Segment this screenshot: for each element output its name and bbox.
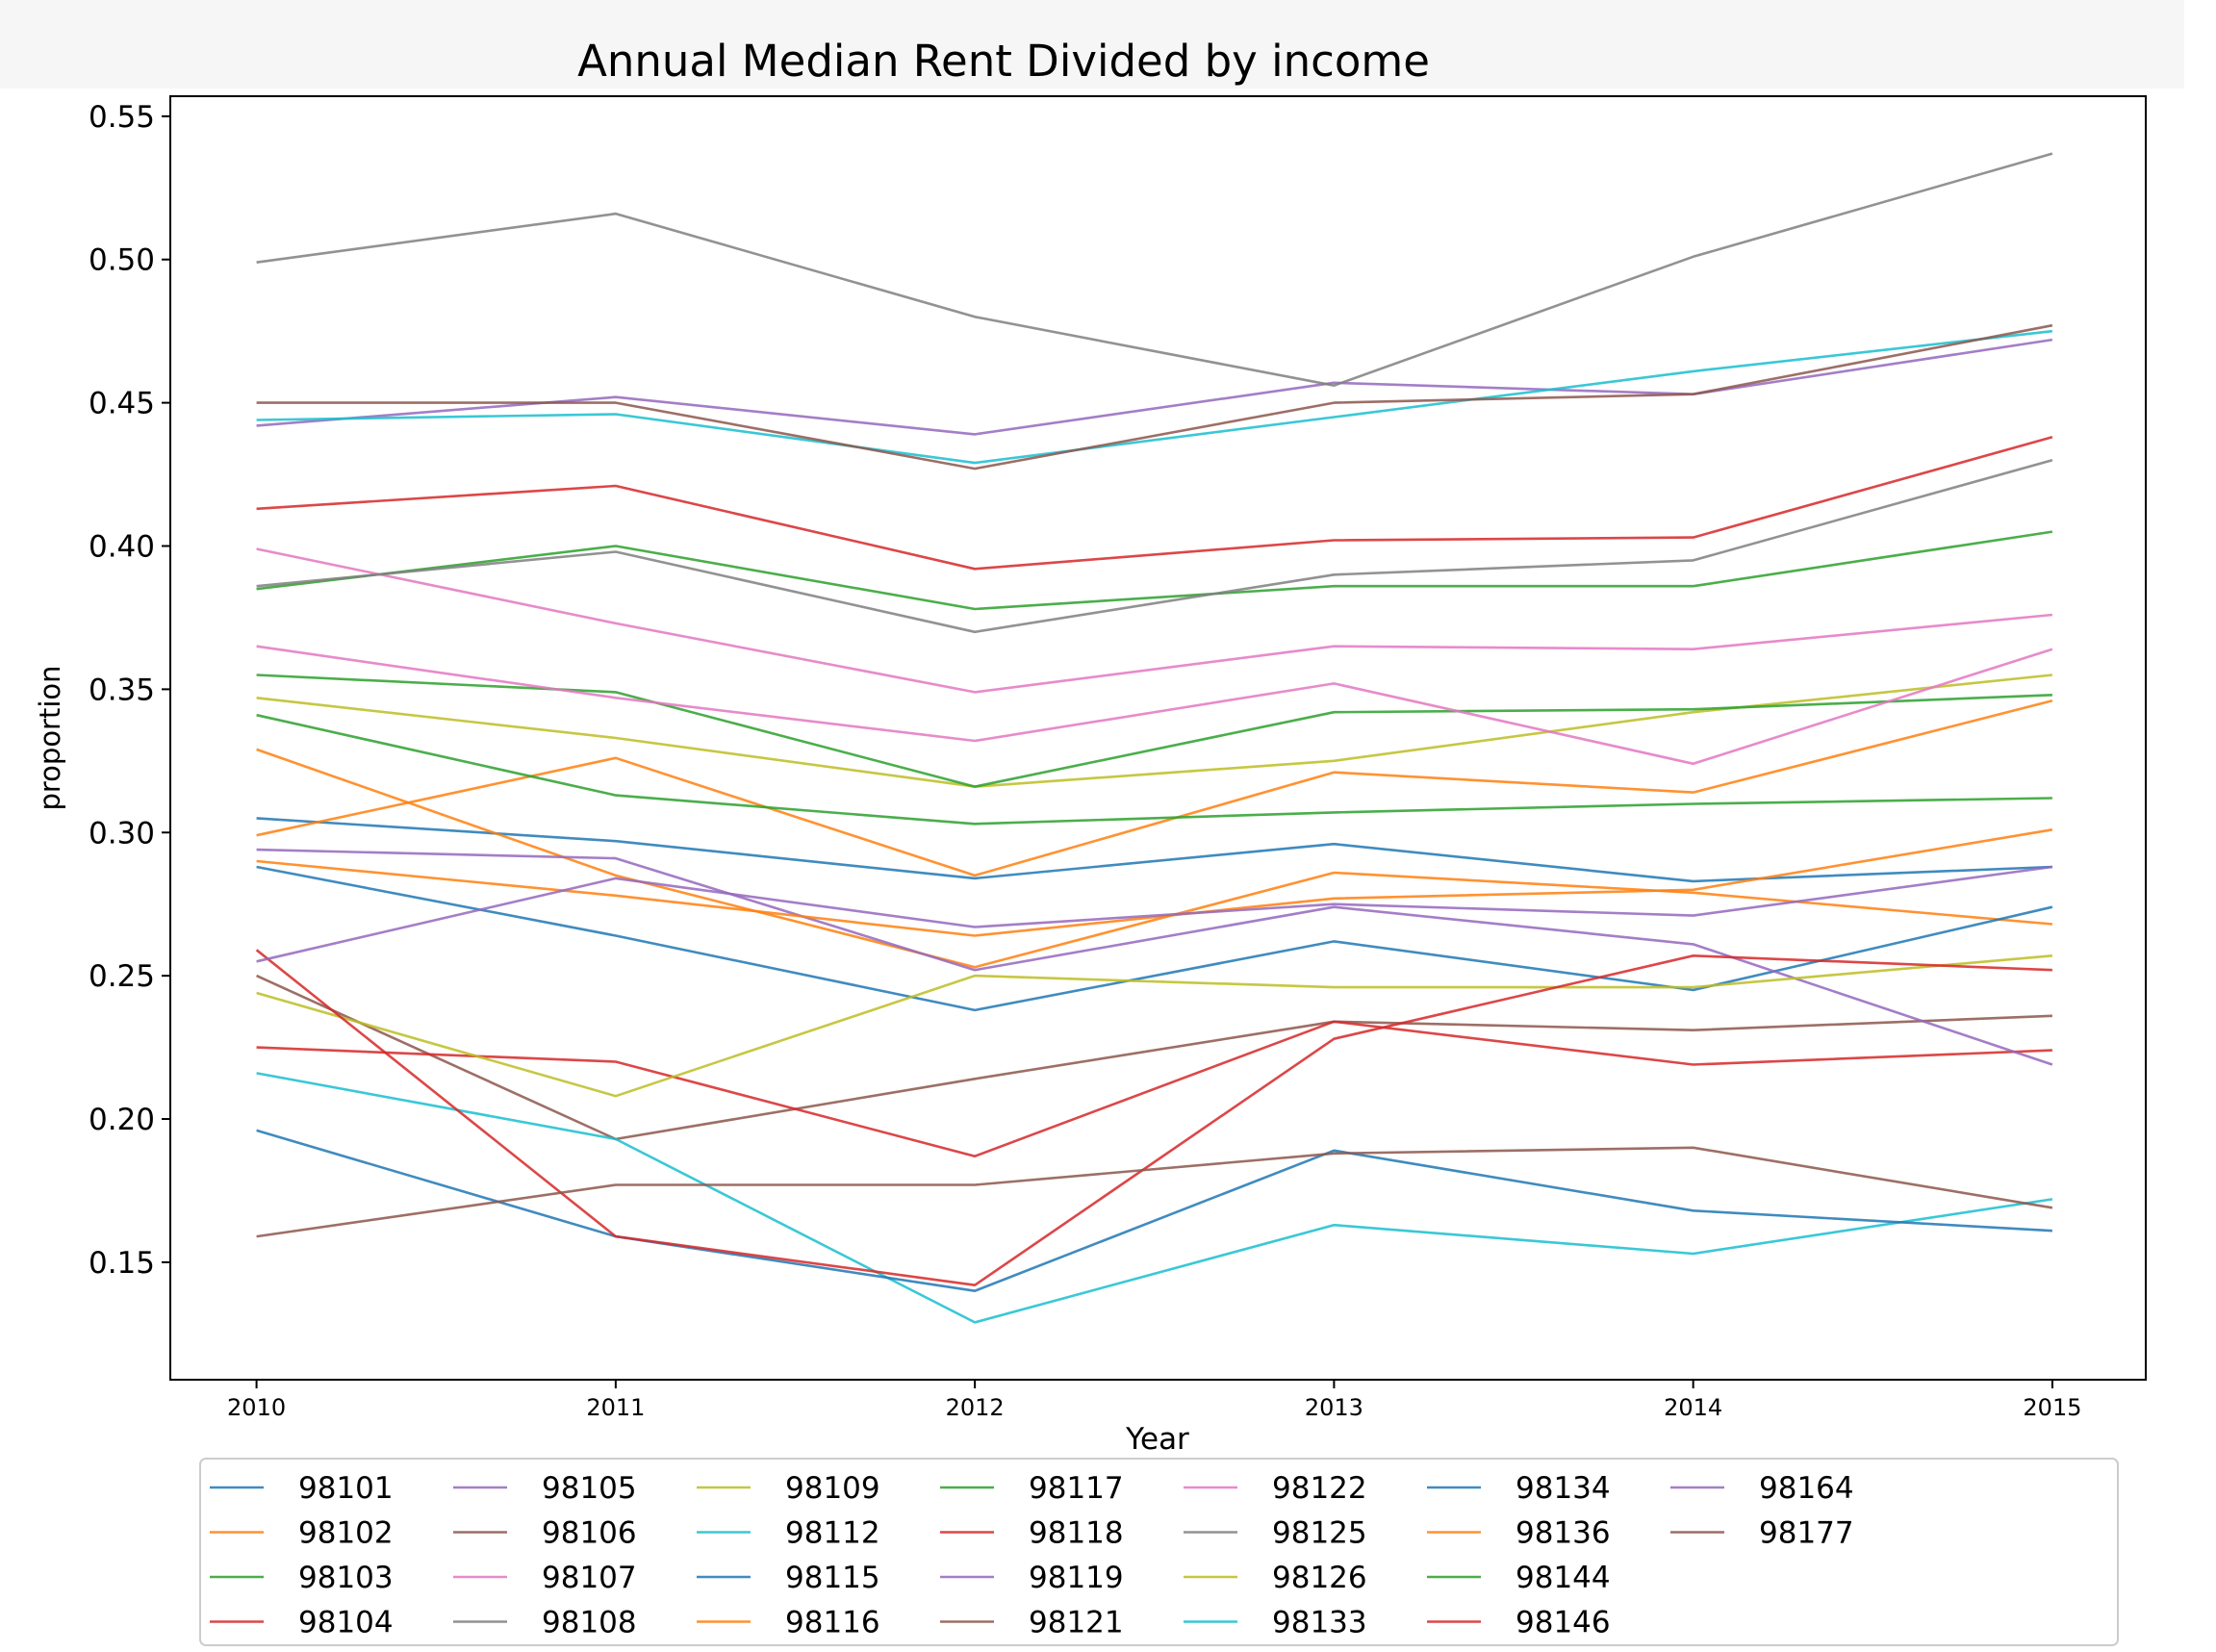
legend-label: 98177 [1759, 1516, 1854, 1551]
legend-label: 98105 [542, 1471, 637, 1506]
y-tick-label: 0.15 [89, 1246, 155, 1281]
series-line-98177 [256, 1146, 2053, 1238]
x-tick-label: 2013 [1305, 1394, 1363, 1421]
series-line-98101 [256, 817, 2052, 883]
x-tick-label: 2012 [946, 1394, 1005, 1421]
y-axis-label: proportion [34, 665, 66, 810]
series-line-98106 [256, 974, 2052, 1141]
legend-label: 98136 [1516, 1516, 1611, 1551]
plot-frame [169, 95, 2147, 1381]
legend-label: 98107 [542, 1561, 637, 1595]
legend-label: 98117 [1029, 1471, 1124, 1506]
legend-label: 98115 [785, 1561, 880, 1595]
series-line-98104 [256, 436, 2053, 571]
y-tick-label: 0.25 [89, 959, 155, 994]
series-line-98102 [256, 748, 2053, 969]
x-tick-label: 2014 [1664, 1394, 1722, 1421]
series-line-98105 [256, 338, 2053, 436]
series-line-98103 [256, 530, 2053, 611]
series-line-98107 [256, 547, 2053, 694]
legend-label: 98102 [298, 1516, 394, 1551]
series-line-98118 [256, 1020, 2052, 1157]
legend-label: 98116 [785, 1606, 880, 1640]
series-line-98119 [256, 848, 2053, 1066]
series-line-98164 [256, 865, 2053, 963]
legend-label: 98118 [1029, 1516, 1124, 1551]
legend-label: 98101 [298, 1471, 394, 1506]
window-top-bar [0, 0, 2184, 89]
series-line-98108 [256, 458, 2053, 634]
y-tick-label: 0.45 [89, 387, 155, 421]
legend-label: 98133 [1272, 1606, 1367, 1640]
y-tick-label: 0.20 [89, 1103, 155, 1137]
legend-label: 98121 [1029, 1606, 1124, 1640]
legend-label: 98112 [785, 1516, 880, 1551]
y-tick-label: 0.30 [89, 816, 155, 851]
plot-series [255, 152, 2053, 1324]
legend-label: 98106 [542, 1516, 637, 1551]
legend-label: 98164 [1759, 1471, 1854, 1506]
legend-label: 98104 [298, 1606, 394, 1640]
series-line-98133 [256, 1072, 2053, 1324]
legend-frame [199, 1458, 2119, 1646]
series-line-98126 [256, 954, 2053, 1098]
legend: 98101 98102 98103 98104 98105 98106 98107 98108… [199, 1458, 2119, 1646]
series-line-98121 [256, 323, 2053, 470]
series-line-98136 [256, 828, 2053, 937]
legend-label: 98108 [542, 1606, 637, 1640]
series-line-98122 [256, 645, 2053, 766]
legend-label: 98144 [1516, 1561, 1611, 1595]
legend-label: 98146 [1516, 1606, 1611, 1640]
y-tick-label: 0.40 [89, 529, 155, 564]
x-tick-label: 2015 [2023, 1394, 2081, 1421]
legend-label: 98126 [1272, 1561, 1367, 1595]
x-tick-label: 2011 [586, 1394, 645, 1421]
legend-label: 98109 [785, 1471, 880, 1506]
y-tick-label: 0.35 [89, 673, 155, 707]
legend-label: 98103 [298, 1561, 394, 1595]
series-line-98125 [256, 152, 2053, 388]
legend-label: 98122 [1272, 1471, 1367, 1506]
legend-label: 98134 [1516, 1471, 1611, 1506]
x-axis-ticks: 2010 2011 2012 2013 2014 2015 [227, 1380, 2081, 1421]
legend-label: 98119 [1029, 1561, 1124, 1595]
y-axis-ticks: 0.15 0.20 0.25 0.30 0.35 0.40 0.45 0.50 0.55 [89, 100, 170, 1281]
x-tick-label: 2010 [227, 1394, 286, 1421]
y-tick-label: 0.55 [89, 100, 155, 135]
series-line-98134 [256, 1129, 2052, 1292]
series-line-98116 [256, 699, 2053, 877]
legend-items: 98101 98102 98103 98104 98105 98106 98107 98108… [210, 1471, 1854, 1640]
legend-label: 98125 [1272, 1516, 1367, 1551]
y-tick-label: 0.50 [89, 243, 155, 278]
series-line-98115 [256, 865, 2053, 1012]
series-line-98146 [255, 949, 2052, 1286]
chart-title: Annual Median Rent Divided by income [577, 36, 1430, 87]
series-line-98144 [256, 713, 2052, 826]
series-line-98112 [256, 329, 2053, 465]
x-axis-label: Year [1125, 1422, 1189, 1457]
